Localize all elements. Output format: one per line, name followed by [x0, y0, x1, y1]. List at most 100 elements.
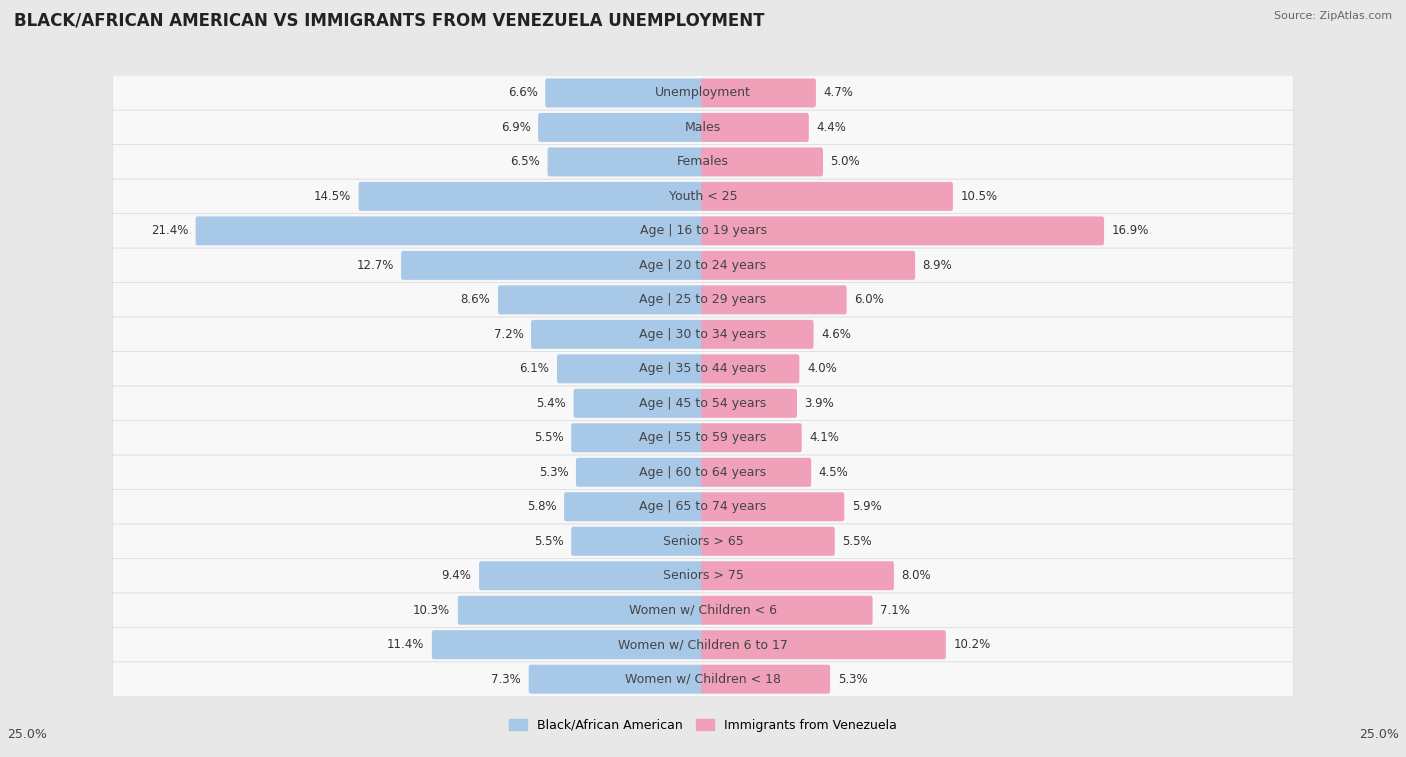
FancyBboxPatch shape	[547, 148, 704, 176]
FancyBboxPatch shape	[702, 389, 797, 418]
Text: Source: ZipAtlas.com: Source: ZipAtlas.com	[1274, 11, 1392, 21]
FancyBboxPatch shape	[702, 251, 915, 280]
Legend: Black/African American, Immigrants from Venezuela: Black/African American, Immigrants from …	[503, 714, 903, 737]
FancyBboxPatch shape	[401, 251, 704, 280]
Text: 21.4%: 21.4%	[150, 224, 188, 238]
FancyBboxPatch shape	[546, 79, 704, 107]
FancyBboxPatch shape	[702, 492, 844, 522]
FancyBboxPatch shape	[112, 213, 1294, 248]
FancyBboxPatch shape	[112, 593, 1294, 628]
FancyBboxPatch shape	[574, 389, 704, 418]
FancyBboxPatch shape	[112, 351, 1294, 386]
Text: 10.3%: 10.3%	[413, 604, 450, 617]
Text: 14.5%: 14.5%	[314, 190, 352, 203]
FancyBboxPatch shape	[538, 113, 704, 142]
FancyBboxPatch shape	[112, 76, 1294, 111]
FancyBboxPatch shape	[498, 285, 704, 314]
Text: 5.5%: 5.5%	[534, 534, 564, 548]
FancyBboxPatch shape	[576, 458, 704, 487]
Text: 16.9%: 16.9%	[1112, 224, 1149, 238]
Text: 12.7%: 12.7%	[356, 259, 394, 272]
Text: Age | 30 to 34 years: Age | 30 to 34 years	[640, 328, 766, 341]
Text: Age | 20 to 24 years: Age | 20 to 24 years	[640, 259, 766, 272]
FancyBboxPatch shape	[432, 631, 704, 659]
FancyBboxPatch shape	[531, 320, 704, 349]
Text: 6.6%: 6.6%	[508, 86, 537, 99]
Text: Women w/ Children < 6: Women w/ Children < 6	[628, 604, 778, 617]
FancyBboxPatch shape	[702, 527, 835, 556]
Text: 4.1%: 4.1%	[810, 431, 839, 444]
Text: Women w/ Children 6 to 17: Women w/ Children 6 to 17	[619, 638, 787, 651]
FancyBboxPatch shape	[195, 217, 704, 245]
Text: 10.2%: 10.2%	[953, 638, 991, 651]
Text: 4.5%: 4.5%	[818, 466, 848, 478]
Text: 6.1%: 6.1%	[520, 363, 550, 375]
FancyBboxPatch shape	[112, 421, 1294, 455]
FancyBboxPatch shape	[112, 559, 1294, 593]
Text: 5.5%: 5.5%	[534, 431, 564, 444]
Text: 6.5%: 6.5%	[510, 155, 540, 168]
FancyBboxPatch shape	[702, 458, 811, 487]
Text: BLACK/AFRICAN AMERICAN VS IMMIGRANTS FROM VENEZUELA UNEMPLOYMENT: BLACK/AFRICAN AMERICAN VS IMMIGRANTS FRO…	[14, 11, 765, 30]
FancyBboxPatch shape	[112, 317, 1294, 351]
Text: 8.6%: 8.6%	[461, 294, 491, 307]
FancyBboxPatch shape	[557, 354, 704, 383]
FancyBboxPatch shape	[458, 596, 704, 625]
FancyBboxPatch shape	[702, 113, 808, 142]
Text: 7.3%: 7.3%	[491, 673, 522, 686]
Text: 7.1%: 7.1%	[880, 604, 910, 617]
Text: Age | 45 to 54 years: Age | 45 to 54 years	[640, 397, 766, 410]
Text: 25.0%: 25.0%	[1360, 727, 1399, 741]
FancyBboxPatch shape	[702, 631, 946, 659]
Text: Females: Females	[678, 155, 728, 168]
FancyBboxPatch shape	[564, 492, 704, 522]
Text: 4.0%: 4.0%	[807, 363, 837, 375]
Text: Age | 25 to 29 years: Age | 25 to 29 years	[640, 294, 766, 307]
Text: Age | 55 to 59 years: Age | 55 to 59 years	[640, 431, 766, 444]
Text: 5.9%: 5.9%	[852, 500, 882, 513]
FancyBboxPatch shape	[112, 455, 1294, 490]
FancyBboxPatch shape	[702, 596, 873, 625]
FancyBboxPatch shape	[479, 561, 704, 590]
Text: 5.3%: 5.3%	[538, 466, 568, 478]
Text: Age | 16 to 19 years: Age | 16 to 19 years	[640, 224, 766, 238]
FancyBboxPatch shape	[702, 79, 815, 107]
Text: 9.4%: 9.4%	[441, 569, 471, 582]
FancyBboxPatch shape	[571, 423, 704, 452]
FancyBboxPatch shape	[112, 282, 1294, 317]
Text: 6.9%: 6.9%	[501, 121, 530, 134]
Text: 8.0%: 8.0%	[901, 569, 931, 582]
Text: 25.0%: 25.0%	[7, 727, 46, 741]
Text: 4.4%: 4.4%	[817, 121, 846, 134]
FancyBboxPatch shape	[702, 423, 801, 452]
FancyBboxPatch shape	[112, 662, 1294, 696]
FancyBboxPatch shape	[702, 285, 846, 314]
Text: 3.9%: 3.9%	[804, 397, 834, 410]
FancyBboxPatch shape	[529, 665, 704, 693]
FancyBboxPatch shape	[359, 182, 704, 211]
FancyBboxPatch shape	[702, 320, 814, 349]
Text: Males: Males	[685, 121, 721, 134]
FancyBboxPatch shape	[702, 354, 800, 383]
FancyBboxPatch shape	[702, 665, 830, 693]
Text: Youth < 25: Youth < 25	[669, 190, 737, 203]
Text: 8.9%: 8.9%	[922, 259, 952, 272]
Text: Seniors > 65: Seniors > 65	[662, 534, 744, 548]
Text: Age | 65 to 74 years: Age | 65 to 74 years	[640, 500, 766, 513]
FancyBboxPatch shape	[571, 527, 704, 556]
Text: Seniors > 75: Seniors > 75	[662, 569, 744, 582]
FancyBboxPatch shape	[702, 148, 823, 176]
Text: 5.4%: 5.4%	[536, 397, 567, 410]
FancyBboxPatch shape	[112, 524, 1294, 559]
Text: 5.3%: 5.3%	[838, 673, 868, 686]
FancyBboxPatch shape	[112, 111, 1294, 145]
FancyBboxPatch shape	[702, 217, 1104, 245]
Text: 11.4%: 11.4%	[387, 638, 425, 651]
Text: 4.6%: 4.6%	[821, 328, 851, 341]
Text: Age | 35 to 44 years: Age | 35 to 44 years	[640, 363, 766, 375]
FancyBboxPatch shape	[112, 248, 1294, 282]
FancyBboxPatch shape	[112, 386, 1294, 421]
Text: 5.0%: 5.0%	[831, 155, 860, 168]
FancyBboxPatch shape	[112, 628, 1294, 662]
Text: 5.8%: 5.8%	[527, 500, 557, 513]
